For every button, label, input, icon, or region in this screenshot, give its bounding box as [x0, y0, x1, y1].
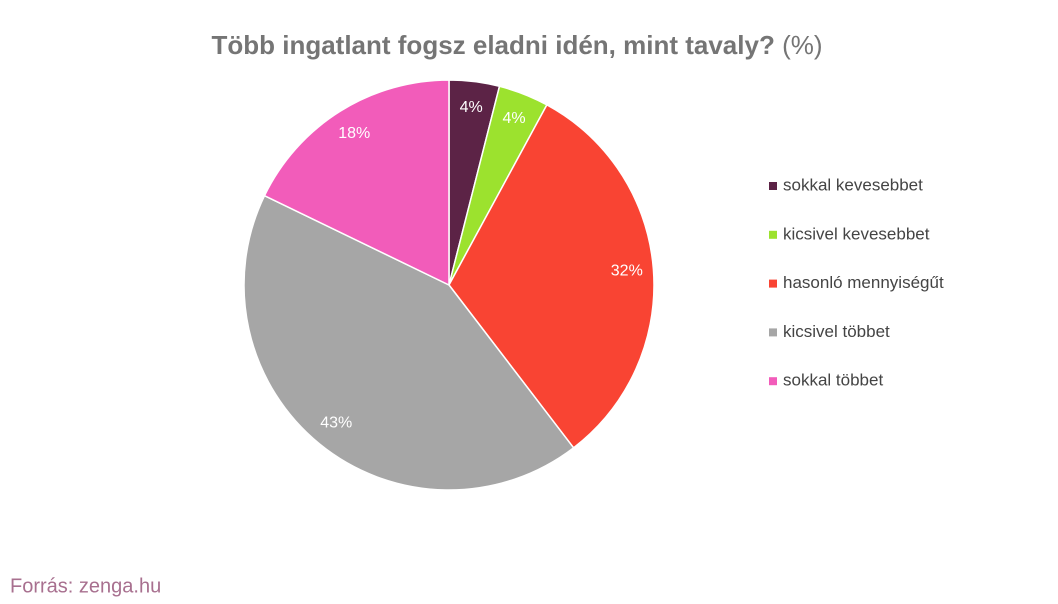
legend-label: sokkal kevesebbet	[783, 175, 923, 194]
legend-swatch	[769, 279, 777, 288]
legend-label: kicsivel kevesebbet	[783, 224, 930, 243]
legend-swatch	[769, 328, 777, 337]
pie-slice	[448, 103, 655, 449]
pie-slice	[243, 194, 575, 491]
legend-swatch	[769, 230, 777, 239]
source: Forrás: zenga.hu	[10, 575, 161, 597]
data-label: 32%	[611, 262, 643, 279]
legend-label: sokkal többet	[783, 371, 883, 390]
pie-slice	[263, 79, 450, 287]
legend-label: kicsivel többet	[783, 322, 890, 341]
data-label: 18%	[338, 125, 370, 142]
legend-label: hasonló mennyiségűt	[783, 273, 944, 292]
data-label: 43%	[320, 414, 352, 431]
title-text: Több ingatlant fogsz eladni idén, mint t…	[211, 30, 774, 60]
title-unit: (%)	[782, 30, 822, 60]
chart-title: Több ingatlant fogsz eladni idén, mint t…	[211, 30, 822, 60]
legend-swatch	[769, 182, 777, 190]
data-label: 4%	[502, 110, 525, 127]
data-label: 4%	[460, 99, 483, 116]
legend-swatch	[769, 377, 777, 386]
